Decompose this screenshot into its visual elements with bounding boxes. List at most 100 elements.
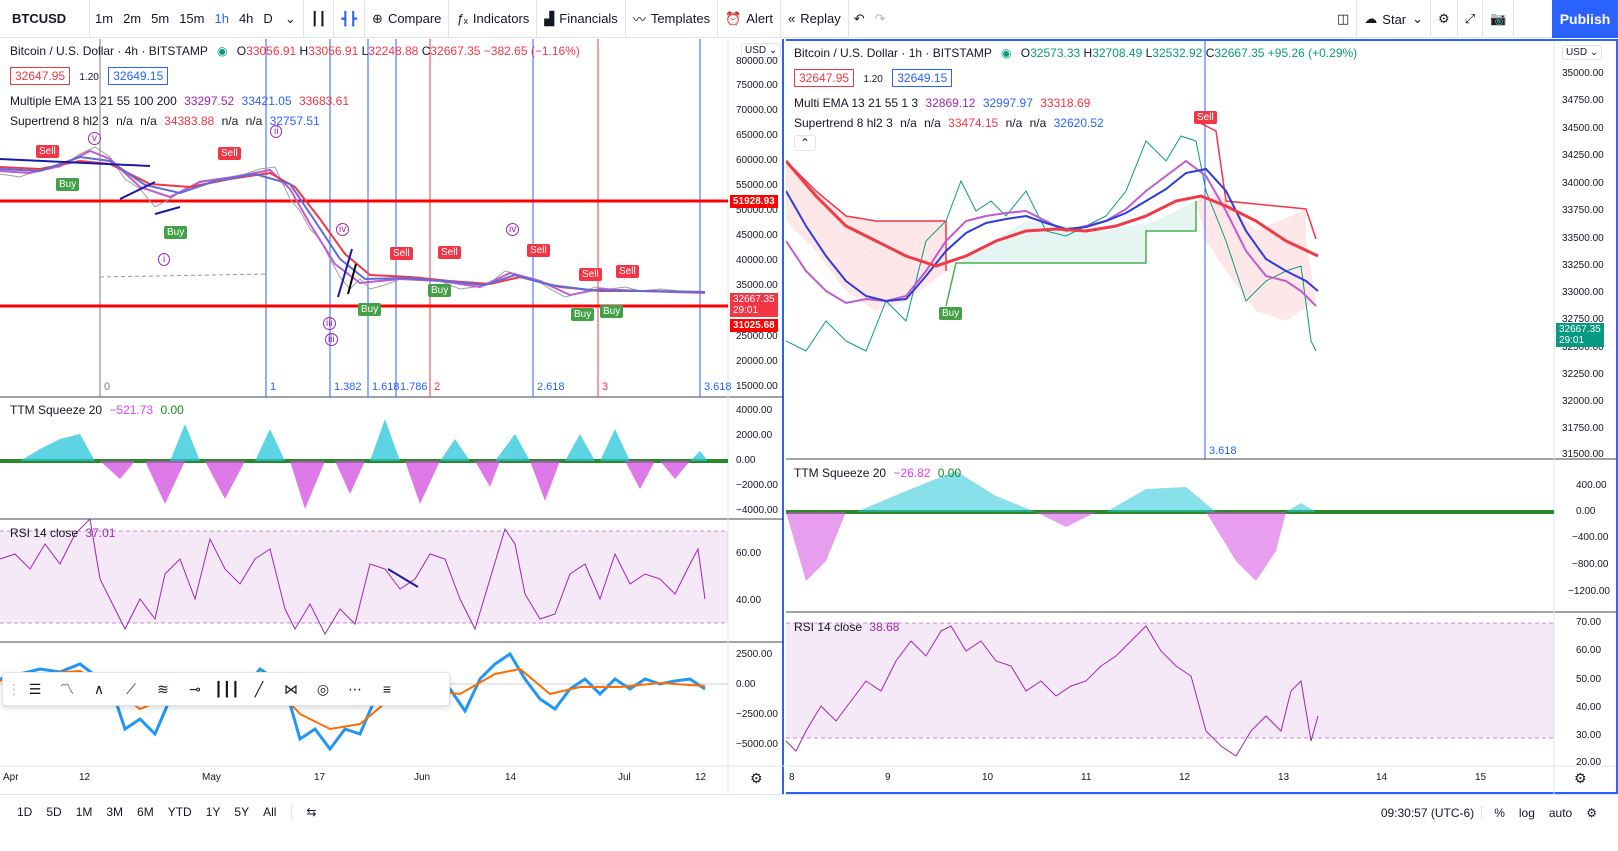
- timezone-button[interactable]: 09:30:57 (UTC-6): [1380, 805, 1475, 820]
- range-all[interactable]: All: [263, 805, 277, 819]
- abc-pattern-tool[interactable]: ∧: [83, 674, 115, 704]
- st-value-5: n/a: [245, 114, 263, 128]
- price-tick: 32000.00: [1562, 396, 1604, 407]
- wave-icon: 〽: [60, 681, 74, 697]
- percent-toggle[interactable]: %: [1481, 805, 1512, 820]
- log-toggle[interactable]: log: [1518, 805, 1535, 820]
- right-buy-price[interactable]: 32649.15: [892, 69, 953, 87]
- supertrend-red: [786, 160, 947, 271]
- range-ytd[interactable]: YTD: [167, 805, 192, 819]
- indicators-button[interactable]: ƒₓ Indicators: [449, 0, 538, 38]
- elliott-wave-tool[interactable]: 〽: [51, 674, 83, 704]
- templates-button[interactable]: 〰 Templates: [626, 0, 719, 38]
- right-ema-legend[interactable]: Multi EMA 13 21 55 1 3 32869.12 32997.97…: [794, 96, 1090, 110]
- right-ttm-legend[interactable]: TTM Squeeze 20 −26.82 0.00: [794, 466, 961, 480]
- left-chart-pane[interactable]: Bitcoin / U.S. Dollar · 4h · BITSTAMP ◉ …: [0, 39, 784, 794]
- layout-button[interactable]: ◫: [1330, 0, 1358, 38]
- auto-toggle[interactable]: auto: [1548, 805, 1573, 820]
- go-to-date-button[interactable]: ⇆: [291, 805, 323, 819]
- pattern-tool[interactable]: ⋈: [275, 674, 307, 704]
- interval-1h[interactable]: 1h: [214, 11, 229, 26]
- price-tick: 34250.00: [1562, 150, 1604, 161]
- interval-dropdown[interactable]: ⌄: [278, 0, 304, 38]
- left-supertrend-legend[interactable]: Supertrend 8 hl2 3 n/a n/a 34383.88 n/a …: [10, 114, 320, 128]
- range-6m[interactable]: 6M: [137, 805, 154, 819]
- chart-type-candles[interactable]: ┫┣: [334, 0, 366, 38]
- left-rsi-legend[interactable]: RSI 14 close 37.01: [10, 526, 115, 540]
- horizontal-ray-tool[interactable]: ⊸: [179, 674, 211, 704]
- redo-button[interactable]: ↷: [870, 0, 891, 38]
- axis-settings-button[interactable]: ⚙: [1574, 770, 1587, 787]
- left-chart-canvas[interactable]: [0, 39, 784, 794]
- left-ema-legend[interactable]: Multiple EMA 13 21 55 100 200 33297.52 3…: [10, 94, 349, 108]
- measure-tool[interactable]: ⋯: [339, 674, 371, 704]
- lines-tool[interactable]: ☰: [19, 674, 51, 704]
- left-chart-title[interactable]: Bitcoin / U.S. Dollar · 4h · BITSTAMP: [10, 44, 208, 58]
- range-5d[interactable]: 5D: [46, 805, 62, 819]
- range-1y[interactable]: 1Y: [205, 805, 221, 819]
- time-tick: 17: [314, 772, 326, 783]
- fib-time-zones: [99, 39, 701, 397]
- fib-spiral-tool[interactable]: ◎: [307, 674, 339, 704]
- range-3m[interactable]: 3M: [106, 805, 124, 819]
- compare-button[interactable]: ⊕ Compare: [365, 0, 450, 38]
- chart-type-bars[interactable]: ┃┃: [304, 0, 335, 38]
- star-button[interactable]: ☁ Star ⌄: [1357, 0, 1432, 38]
- fullscreen-button[interactable]: ⤢: [1458, 0, 1484, 38]
- rsi-value: 37.01: [85, 526, 116, 540]
- interval-1m[interactable]: 1m: [95, 11, 114, 26]
- price-tick: 20000.00: [736, 356, 778, 367]
- right-currency-select[interactable]: USD ⌄: [1562, 45, 1603, 60]
- ttm-value-2: 0.00: [160, 403, 184, 417]
- right-ohlc-close: C32667.35: [1205, 46, 1265, 60]
- sell-signal: Sell: [616, 265, 639, 278]
- financials-label: Financials: [559, 11, 618, 26]
- interval-2m[interactable]: 2m: [123, 11, 142, 26]
- right-chart-canvas[interactable]: [786, 41, 1616, 794]
- range-1d[interactable]: 1D: [17, 805, 33, 819]
- time-tick: Jun: [414, 772, 431, 783]
- price-tick: 75000.00: [736, 80, 778, 91]
- alert-button[interactable]: ⏰ Alert: [718, 0, 781, 38]
- right-supertrend-legend[interactable]: Supertrend 8 hl2 3 n/a n/a 33474.15 n/a …: [794, 116, 1104, 130]
- interval-15m[interactable]: 15m: [179, 11, 205, 26]
- macd-tick: 2500.00: [736, 649, 773, 660]
- interval-4h[interactable]: 4h: [238, 11, 254, 26]
- collapse-legend-button[interactable]: ⌃: [794, 135, 817, 151]
- wave-label-ii: ii: [270, 125, 283, 138]
- buy-signal: Buy: [939, 307, 963, 320]
- left-currency-select[interactable]: USD ⌄: [741, 43, 782, 58]
- drag-handle[interactable]: ⋮: [7, 680, 21, 697]
- right-chart-pane[interactable]: Bitcoin / U.S. Dollar · 1h · BITSTAMP ◉ …: [786, 39, 1618, 794]
- settings-button[interactable]: ⚙: [1431, 0, 1458, 38]
- range-5y[interactable]: 5Y: [234, 805, 250, 819]
- projection-tool[interactable]: ≡: [371, 674, 403, 704]
- right-rsi-legend[interactable]: RSI 14 close 38.68: [794, 620, 899, 634]
- gear-icon: ⚙: [1574, 770, 1587, 786]
- range-1m[interactable]: 1M: [75, 805, 93, 819]
- fib-tool[interactable]: ≋: [147, 674, 179, 704]
- trend-line-tool[interactable]: ⟋: [115, 674, 147, 704]
- interval-5m[interactable]: 5m: [151, 11, 170, 26]
- left-buy-price[interactable]: 32649.15: [108, 67, 169, 85]
- axis-settings-button[interactable]: ⚙: [750, 770, 763, 787]
- snapshot-button[interactable]: 📷: [1483, 0, 1515, 38]
- interval-d[interactable]: D: [263, 11, 273, 26]
- left-ttm-legend[interactable]: TTM Squeeze 20 −521.73 0.00: [10, 403, 184, 417]
- wave-label-iv: iv: [336, 223, 350, 236]
- left-sell-price[interactable]: 32647.95: [10, 67, 71, 85]
- fib-time-zone-tool[interactable]: ┃┃┃: [211, 674, 243, 704]
- ray-tool[interactable]: ╱: [243, 674, 275, 704]
- undo-button[interactable]: ↶: [849, 0, 870, 38]
- publish-button[interactable]: Publish: [1552, 0, 1618, 38]
- symbol-search[interactable]: BTCUSD: [0, 0, 90, 38]
- financials-button[interactable]: ▟ Financials: [537, 0, 626, 38]
- replay-button[interactable]: « Replay: [781, 0, 849, 38]
- left-ohlc-high: H33056.91: [299, 44, 359, 58]
- chart-settings-button[interactable]: ⚙: [1579, 806, 1604, 820]
- right-sell-price[interactable]: 32647.95: [794, 69, 855, 87]
- sell-signal: Sell: [438, 246, 461, 259]
- time-tick: 15: [1475, 772, 1487, 783]
- right-chart-title[interactable]: Bitcoin / U.S. Dollar · 1h · BITSTAMP: [794, 46, 992, 60]
- horizontal-ray-icon: ⊸: [189, 680, 201, 697]
